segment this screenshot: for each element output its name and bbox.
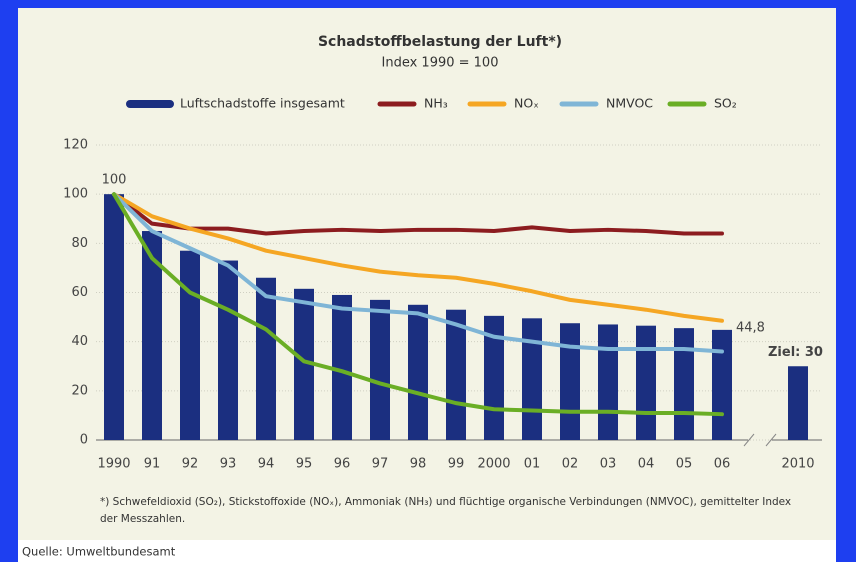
x-tick-label: 96 [334, 457, 351, 472]
x-tick-label: 2010 [781, 457, 814, 472]
y-tick-label: 80 [71, 236, 88, 251]
legend-label: NH₃ [424, 96, 448, 111]
value-label: 44,8 [736, 320, 765, 335]
bar [446, 309, 466, 440]
line [112, 192, 724, 354]
x-tick-label: 06 [714, 457, 731, 472]
y-tick-label: 120 [63, 138, 88, 153]
x-tick-label: 91 [144, 457, 161, 472]
bar [560, 323, 580, 440]
value-label: 100 [102, 173, 127, 188]
x-tick-label: 03 [600, 457, 617, 472]
bar [408, 304, 428, 440]
y-tick-label: 0 [80, 433, 88, 448]
bar [256, 277, 276, 440]
x-tick-label: 98 [410, 457, 427, 472]
bar [674, 328, 694, 440]
x-tick-label: 99 [448, 457, 465, 472]
x-tick-label: 97 [372, 457, 389, 472]
line [112, 192, 724, 236]
bar [104, 194, 124, 440]
y-tick-label: 60 [71, 285, 88, 300]
legend-label: Luftschadstoffe insgesamt [180, 96, 345, 111]
line [112, 192, 724, 417]
y-tick-label: 40 [71, 334, 88, 349]
legend-label: NOₓ [514, 96, 539, 111]
x-tick-label: 04 [638, 457, 655, 472]
source: Quelle: Umweltbundesamt [22, 545, 176, 559]
bar [332, 294, 352, 440]
x-tick-label: 05 [676, 457, 693, 472]
chart-subtitle: Index 1990 = 100 [382, 56, 499, 71]
bar [598, 324, 618, 440]
legend-label: SO₂ [714, 96, 737, 111]
axis-break [743, 433, 777, 447]
bar [218, 260, 238, 440]
bar [636, 325, 656, 440]
y-tick-label: 20 [71, 383, 88, 398]
bar [370, 299, 390, 440]
x-tick-label: 2000 [477, 457, 510, 472]
x-tick-label: 1990 [97, 457, 130, 472]
line [112, 192, 724, 323]
legend-label: NMVOC [606, 96, 653, 111]
y-tick-label: 100 [63, 187, 88, 202]
x-tick-label: 01 [524, 457, 541, 472]
value-label: Ziel: 30 [768, 345, 823, 360]
bar [180, 250, 200, 440]
x-tick-label: 95 [296, 457, 313, 472]
bar [522, 318, 542, 440]
x-tick-label: 02 [562, 457, 579, 472]
bar [788, 366, 808, 440]
x-tick-label: 93 [220, 457, 237, 472]
footnote: *) Schwefeldioxid (SO₂), Stickstoffoxide… [100, 496, 791, 508]
x-tick-label: 92 [182, 457, 199, 472]
bar [294, 288, 314, 440]
chart-title: Schadstoffbelastung der Luft*) [318, 34, 562, 50]
x-tick-label: 94 [258, 457, 275, 472]
footnote: der Messzahlen. [100, 513, 185, 525]
bar [142, 231, 162, 440]
bar [712, 329, 732, 440]
source-strip [18, 540, 836, 562]
